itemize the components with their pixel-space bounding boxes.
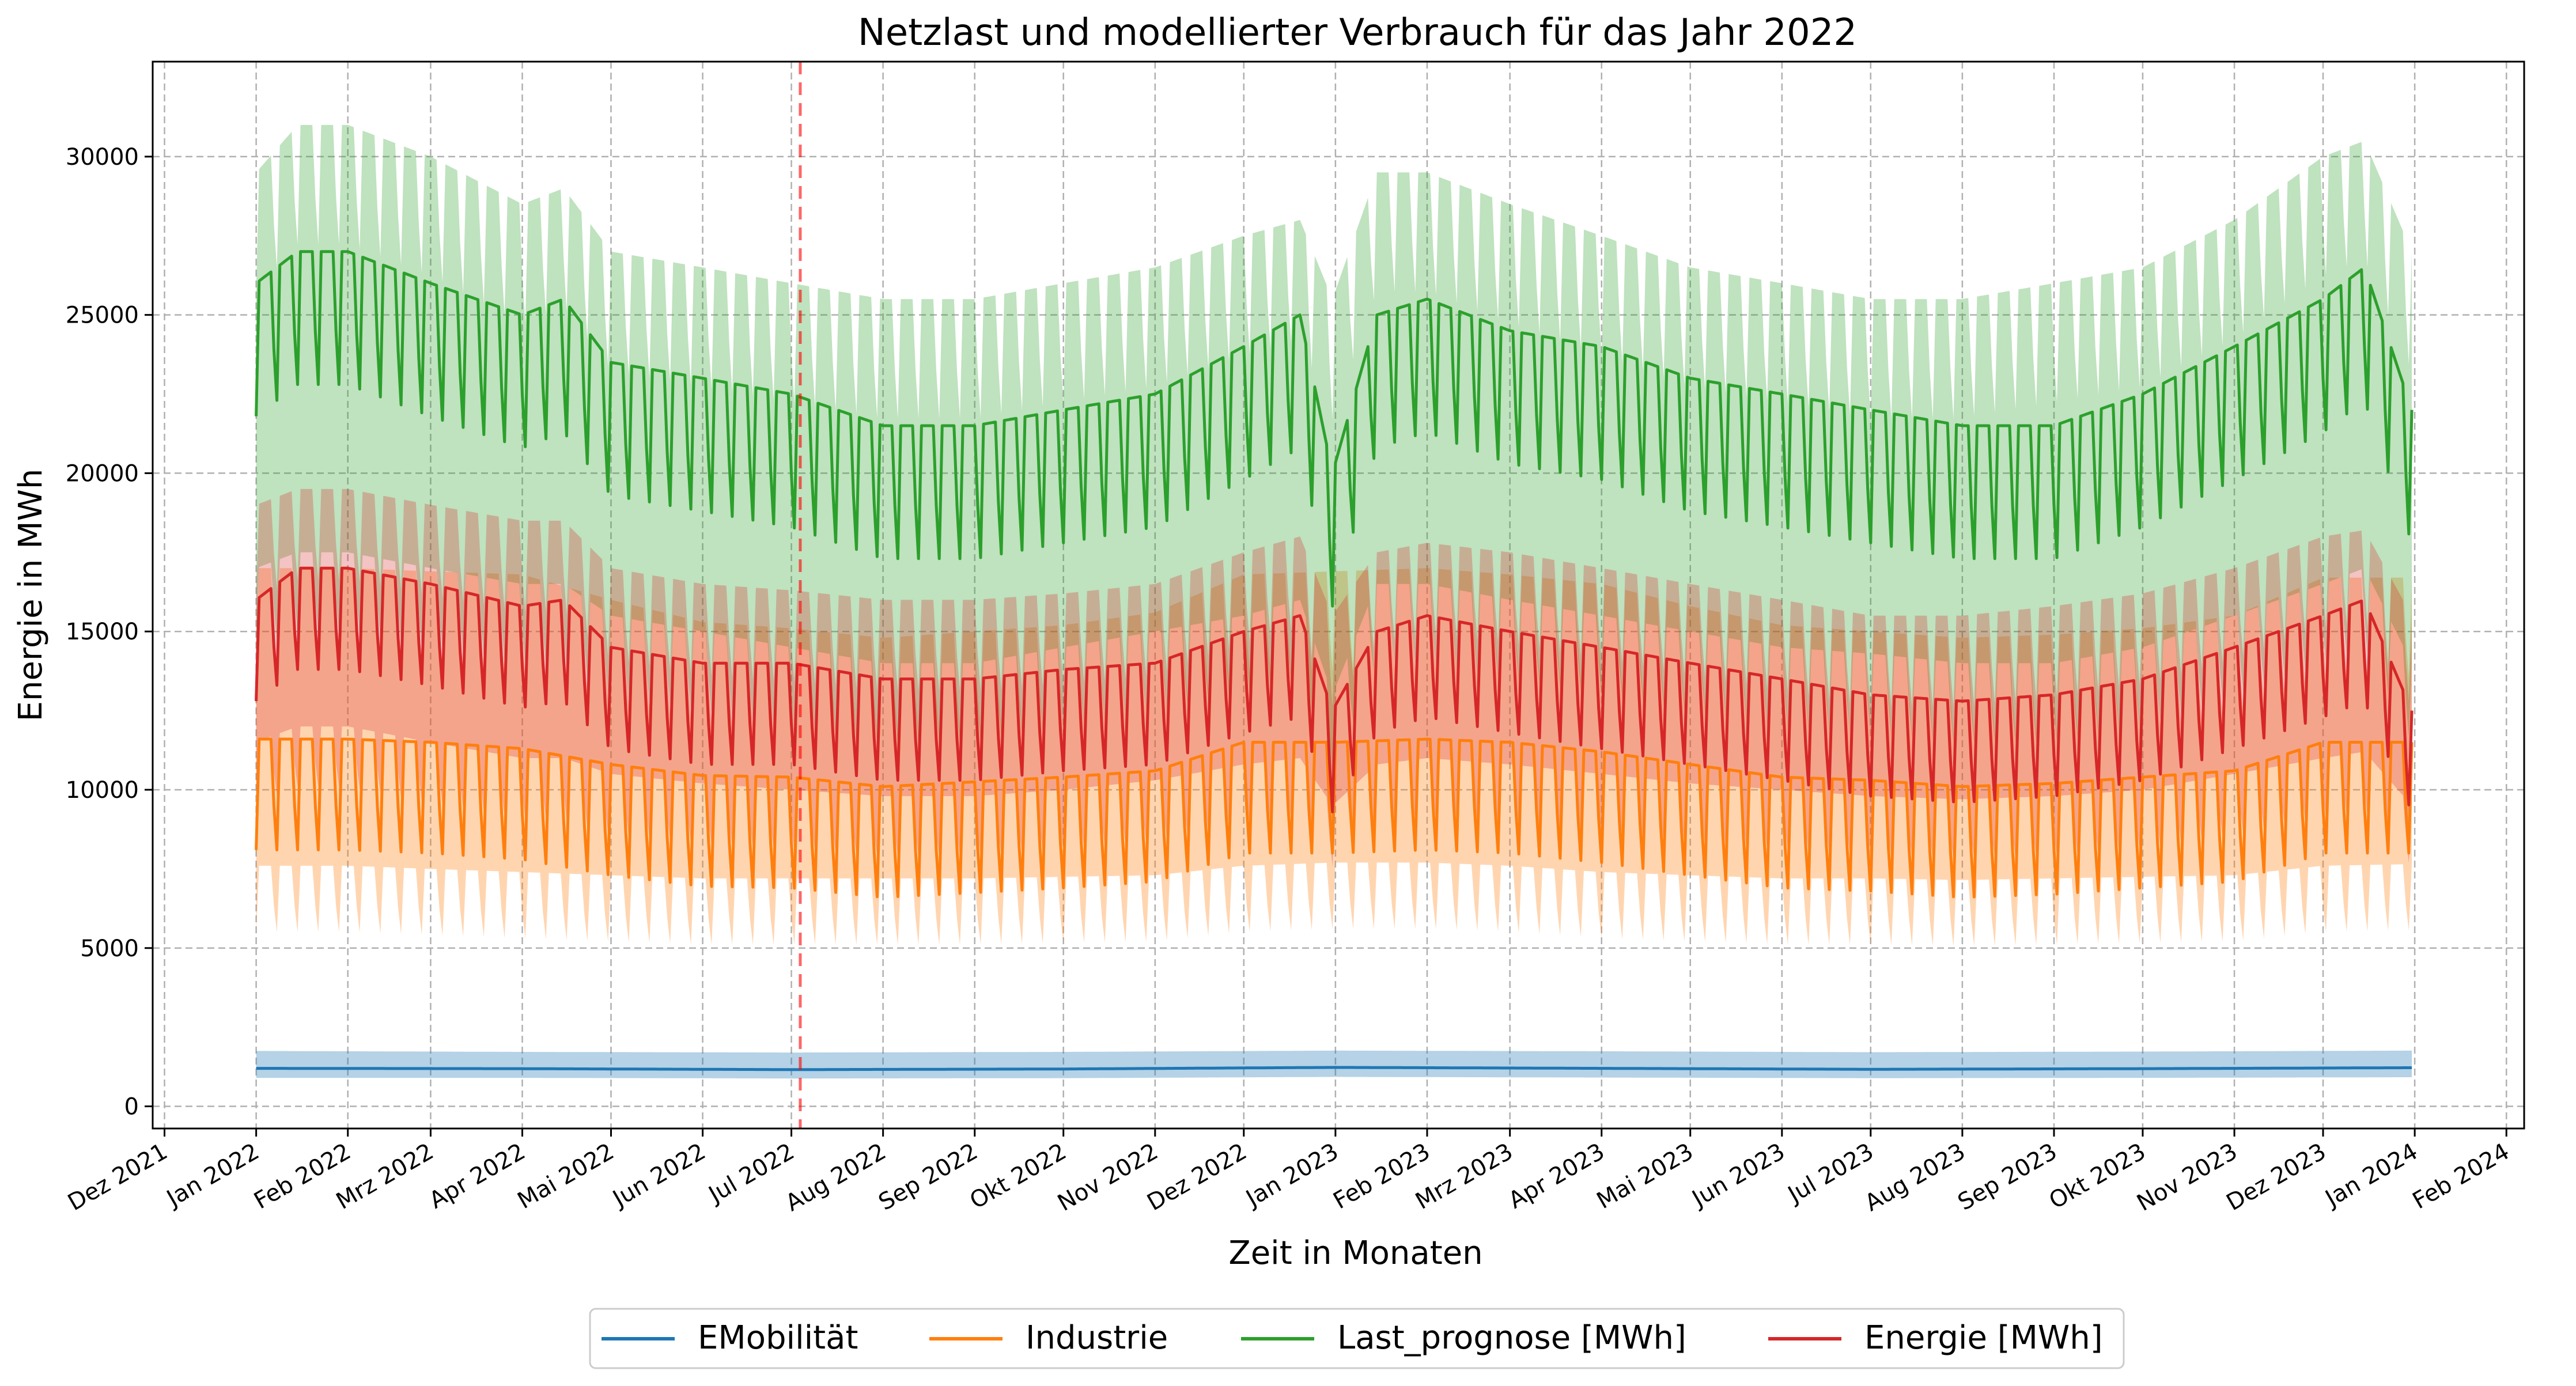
legend: EMobilität Industrie Last_prognose [MWh] En… <box>589 1308 2125 1369</box>
line-layer <box>255 250 2414 1071</box>
y-tick-label: 5000 <box>80 936 139 962</box>
confidence-band <box>256 124 2412 775</box>
grid <box>153 62 2524 1129</box>
y-tick-label: 0 <box>124 1094 139 1120</box>
y-tick-label: 15000 <box>66 619 139 645</box>
chart-title: Netzlast und modellierter Verbrauch für … <box>858 12 1857 54</box>
y-tick-label: 20000 <box>66 460 139 487</box>
confidence-band <box>256 488 2412 866</box>
legend-label: Energie [MWh] <box>1864 1319 2103 1357</box>
y-tick-label: 10000 <box>66 777 139 804</box>
legend-frame <box>589 1308 2125 1369</box>
x-axis-label: Zeit in Monaten <box>1228 1234 1482 1272</box>
y-axis: 0 5000 10000 15000 20000 25000 30000 <box>66 144 153 1120</box>
legend-label: Industrie <box>1026 1319 1168 1357</box>
plot-frame <box>152 60 2525 1130</box>
y-tick-label: 30000 <box>66 144 139 171</box>
legend-label: Last_prognose [MWh] <box>1337 1319 1686 1357</box>
legend-label: EMobilität <box>698 1319 858 1357</box>
confidence-band <box>256 1050 2412 1079</box>
series-line <box>256 1066 2412 1071</box>
y-axis-label: Energie in MWh <box>12 469 50 722</box>
series-line <box>255 566 2414 813</box>
series-line <box>255 250 2414 608</box>
y-tick-label: 25000 <box>66 302 139 329</box>
